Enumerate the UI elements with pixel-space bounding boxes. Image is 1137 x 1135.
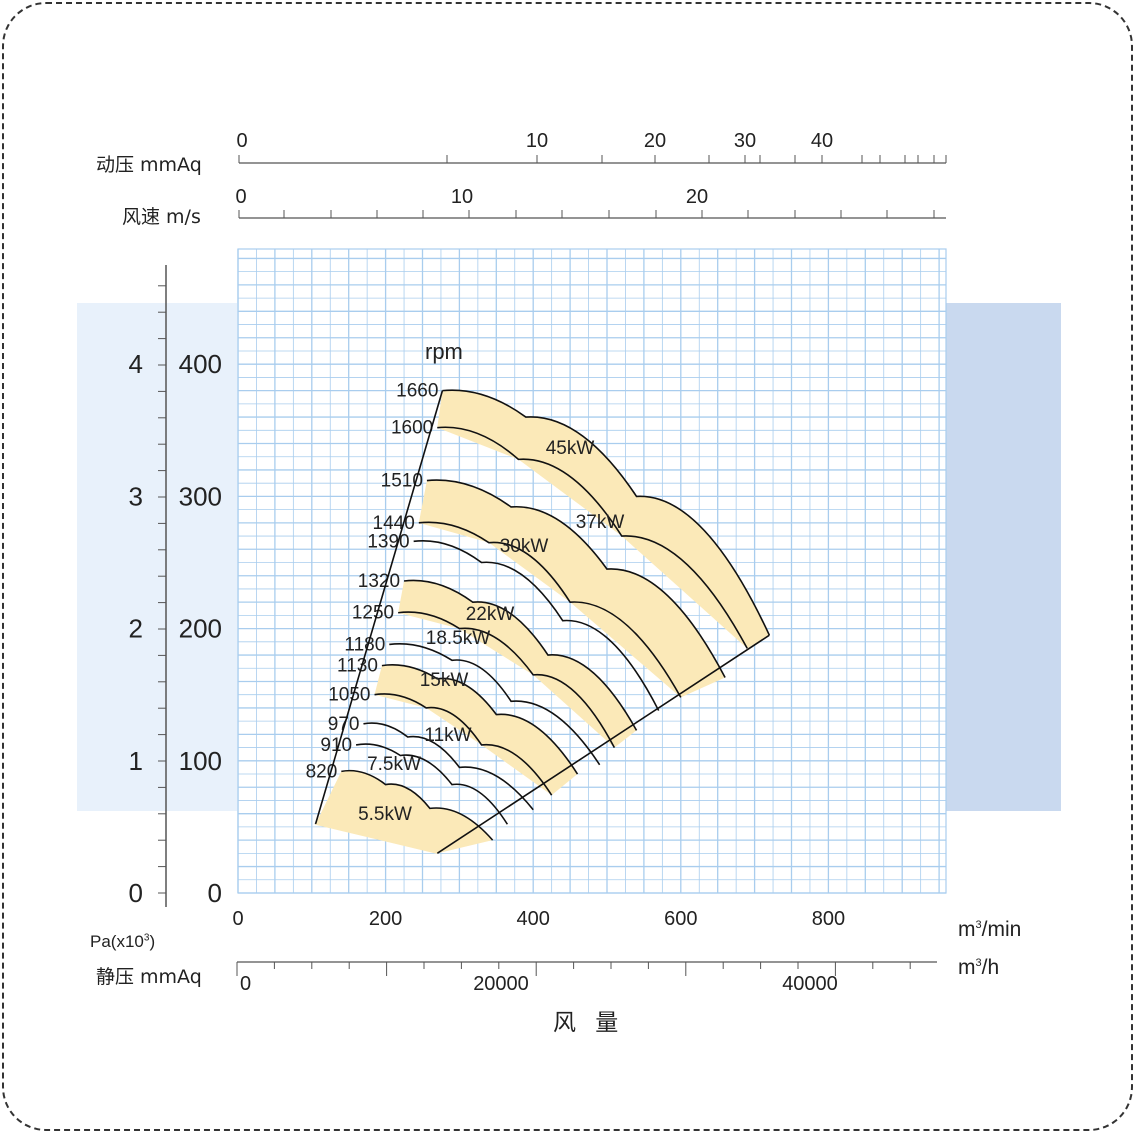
velocity-tick-label: 10 — [451, 186, 473, 208]
x-tick-label-min: 600 — [664, 908, 697, 930]
x-tick-label-h: 0 — [240, 973, 251, 995]
rpm-curve — [355, 743, 509, 825]
rpm-curve — [403, 579, 638, 731]
dyn-pressure-tick-label: 0 — [236, 130, 247, 152]
rpm-curve-label: 1320 — [358, 571, 400, 592]
power-label: 11kW — [424, 725, 471, 746]
power-label: 7.5kW — [367, 754, 421, 775]
dyn-pressure-tick-label: 10 — [526, 130, 548, 152]
rpm-curve — [363, 722, 534, 811]
x-tick-label-min: 400 — [517, 908, 550, 930]
rpm-label: rpm — [425, 339, 463, 364]
rpm-curve — [437, 426, 748, 649]
rpm-curve-label: 1510 — [381, 471, 423, 492]
rpm-curve-label: 970 — [328, 714, 360, 735]
left-band — [77, 303, 237, 811]
envelope-left — [314, 390, 444, 825]
power-label: 18.5kW — [426, 628, 490, 649]
rpm-curve-label: 1660 — [396, 381, 438, 402]
rpm-curve — [426, 479, 726, 678]
dyn-pressure-tick-label: 20 — [644, 130, 666, 152]
rpm-curve — [413, 540, 660, 711]
y-tick-label-pa: 4 — [129, 349, 143, 379]
envelope-right — [436, 634, 770, 855]
power-band — [418, 480, 726, 698]
velocity-tick-label: 0 — [235, 186, 246, 208]
y-tick-label-pa: 3 — [129, 481, 143, 511]
rpm-curve — [389, 643, 601, 766]
rpm-curve — [381, 664, 579, 775]
x-tick-label-h: 40000 — [782, 973, 838, 995]
power-label: 15kW — [420, 670, 469, 691]
air-velocity-label: 风速 m/s — [122, 206, 201, 228]
y-tick-label-mmaq: 400 — [179, 349, 222, 379]
dyn-pressure-label: 动压 mmAq — [96, 154, 202, 176]
x-tick-label-min: 0 — [232, 908, 243, 930]
rpm-curve — [374, 693, 553, 796]
envelope-bottom — [315, 823, 438, 854]
x-tick-label-min: 200 — [369, 908, 402, 930]
x-axis-title: 风 量 — [553, 1010, 625, 1036]
x-tick-label-min: 800 — [812, 908, 845, 930]
dyn-pressure-tick-label: 40 — [811, 130, 833, 152]
x-unit-h: m3/h — [958, 956, 1000, 979]
x-unit-min: m3/min — [958, 918, 1022, 941]
power-label: 22kW — [466, 604, 515, 625]
y-tick-label-pa: 2 — [129, 614, 143, 644]
rpm-curve-label: 1390 — [367, 531, 409, 552]
power-label: 30kW — [500, 536, 549, 557]
power-band — [398, 580, 637, 748]
power-label: 5.5kW — [358, 804, 412, 825]
power-band — [437, 390, 770, 649]
rpm-curve-label: 1050 — [328, 685, 370, 706]
power-label: 37kW — [576, 512, 625, 533]
right-band — [946, 303, 1061, 811]
dyn-pressure-tick-label: 30 — [734, 130, 756, 152]
rpm-curve-label: 1130 — [337, 656, 378, 677]
power-band — [315, 770, 493, 854]
y-tick-label-mmaq: 300 — [179, 481, 222, 511]
rpm-curve-label: 910 — [320, 735, 352, 756]
rpm-curve-label: 1600 — [391, 418, 433, 439]
y-tick-label-pa: 1 — [129, 746, 143, 776]
y-unit-pa: Pa(x103) — [90, 932, 156, 951]
y-tick-label-mmaq: 100 — [179, 746, 222, 776]
y-unit-mmaq: 静压 mmAq — [96, 966, 202, 988]
power-label: 45kW — [546, 438, 595, 459]
y-tick-label-mmaq: 0 — [208, 878, 222, 908]
velocity-tick-label: 20 — [686, 186, 708, 208]
power-band — [374, 664, 578, 796]
x-tick-label-h: 20000 — [473, 973, 529, 995]
rpm-curve-label: 1180 — [344, 634, 385, 655]
rpm-curve-label: 1440 — [373, 513, 415, 534]
y-tick-label-pa: 0 — [129, 878, 143, 908]
rpm-curve — [341, 769, 494, 841]
y-tick-label-mmaq: 200 — [179, 614, 222, 644]
rpm-curve — [398, 611, 616, 748]
rpm-curve — [442, 389, 771, 636]
rpm-curve-label: 1250 — [352, 603, 394, 624]
rpm-curve — [418, 521, 682, 698]
